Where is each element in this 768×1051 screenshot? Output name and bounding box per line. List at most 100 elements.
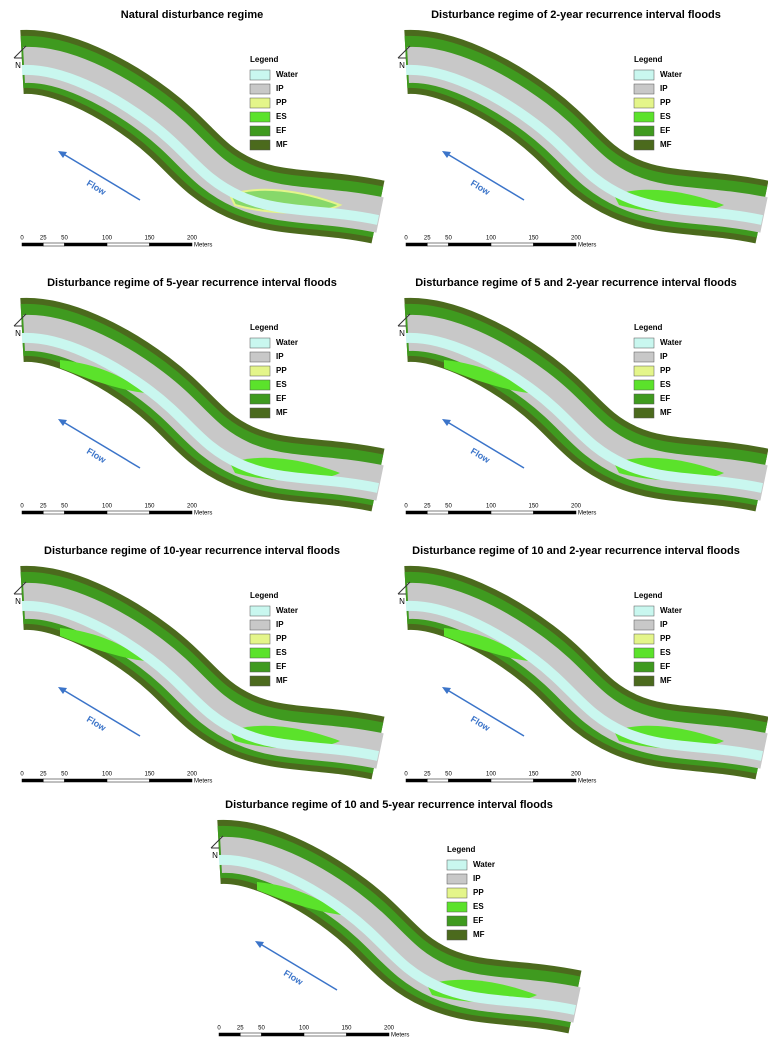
north-arrow (397, 581, 411, 595)
legend-label: EF (660, 662, 670, 671)
scale-label: 150 (528, 236, 539, 242)
legend-title: Legend (634, 323, 663, 332)
flow-arrow (59, 687, 141, 737)
scale-label: 25 (424, 236, 431, 242)
scale-label: 150 (144, 772, 155, 778)
water-channel (405, 332, 764, 493)
flow-label: Flow (85, 178, 109, 198)
legend-swatch (446, 929, 468, 941)
north-arrow (397, 313, 411, 327)
legend-swatch (446, 901, 468, 913)
legend-swatch (446, 859, 468, 871)
legend-title: Legend (447, 845, 476, 854)
north-label: N (212, 851, 218, 860)
scale-label: 200 (571, 504, 582, 510)
scale-label: 100 (102, 772, 113, 778)
scale-segment (405, 242, 428, 247)
legend-label: Water (276, 70, 298, 79)
legend-swatch (249, 619, 271, 631)
scale-segment (427, 778, 449, 783)
scale-label: 100 (486, 236, 497, 242)
scale-segment (346, 1032, 390, 1037)
legend-label: PP (276, 634, 287, 643)
legend-label: MF (473, 930, 485, 939)
legend-label: MF (660, 676, 672, 685)
scale-label: 25 (237, 1026, 244, 1032)
scale-segment (533, 778, 577, 783)
es-patch (444, 628, 529, 661)
scale-label: 25 (40, 504, 47, 510)
scale-label: 50 (445, 504, 452, 510)
scale-label: 50 (61, 504, 68, 510)
panel-title: Disturbance regime of 10 and 5-year recu… (225, 799, 553, 811)
flow-label: Flow (469, 178, 493, 198)
legend-label: EF (660, 126, 670, 135)
scale-segment (261, 1032, 305, 1037)
legend-label: IP (276, 84, 284, 93)
legend-swatch (633, 337, 655, 349)
legend-label: ES (660, 112, 671, 121)
legend-label: PP (276, 98, 287, 107)
scale-label: 150 (144, 236, 155, 242)
scale-label: 25 (424, 504, 431, 510)
flow-arrowhead (58, 419, 67, 426)
north-arrow (210, 835, 224, 849)
map-panel: Natural disturbance regime N Legend Water IP… (13, 9, 385, 249)
flow-arrow (443, 687, 525, 737)
legend-label: ES (276, 648, 287, 657)
legend-label: ES (660, 380, 671, 389)
legend-label: Water (660, 70, 682, 79)
water-channel (405, 600, 764, 761)
scale-segment (427, 510, 449, 515)
legend-label: IP (473, 874, 481, 883)
scale-segment (64, 510, 108, 515)
scale-segment (490, 242, 534, 247)
scale-label: 100 (486, 772, 497, 778)
scale-segment (21, 778, 44, 783)
north-label: N (15, 597, 21, 606)
legend-swatch (446, 887, 468, 899)
water-channel (405, 64, 764, 225)
legend-label: Water (276, 606, 298, 615)
water-channel (218, 854, 577, 1015)
scale-label: 100 (102, 236, 113, 242)
legend-title: Legend (634, 55, 663, 64)
legend-label: MF (276, 408, 288, 417)
flow-arrowhead (58, 687, 67, 694)
legend-swatch (249, 407, 271, 419)
legend-label: ES (660, 648, 671, 657)
scale-segment (218, 1032, 241, 1037)
legend-label: EF (276, 394, 286, 403)
es-patch (60, 360, 145, 393)
legend-swatch (446, 915, 468, 927)
legend-title: Legend (250, 591, 279, 600)
scale-label: 200 (187, 772, 198, 778)
legend-swatch (633, 69, 655, 81)
scale-label: 0 (404, 504, 408, 510)
scale-segment (106, 510, 150, 515)
legend-swatch (633, 83, 655, 95)
legend-label: PP (660, 98, 671, 107)
north-arrow (397, 45, 411, 59)
scale-segment (149, 778, 193, 783)
flow-arrowhead (58, 151, 67, 158)
scale-label: 50 (61, 772, 68, 778)
scale-label: 50 (445, 236, 452, 242)
legend-label: ES (276, 112, 287, 121)
scale-segment (43, 242, 65, 247)
legend-swatch (633, 125, 655, 137)
scale-segment (21, 242, 44, 247)
scale-label: 150 (341, 1026, 352, 1032)
scale-label: 150 (528, 772, 539, 778)
north-label: N (15, 61, 21, 70)
scale-segment (490, 778, 534, 783)
scale-segment (427, 242, 449, 247)
legend-swatch (249, 69, 271, 81)
scale-segment (240, 1032, 262, 1037)
scale-segment (43, 510, 65, 515)
legend-swatch (249, 675, 271, 687)
es-patch (60, 628, 145, 661)
legend-label: IP (660, 620, 668, 629)
legend-label: Water (276, 338, 298, 347)
legend-label: PP (660, 366, 671, 375)
